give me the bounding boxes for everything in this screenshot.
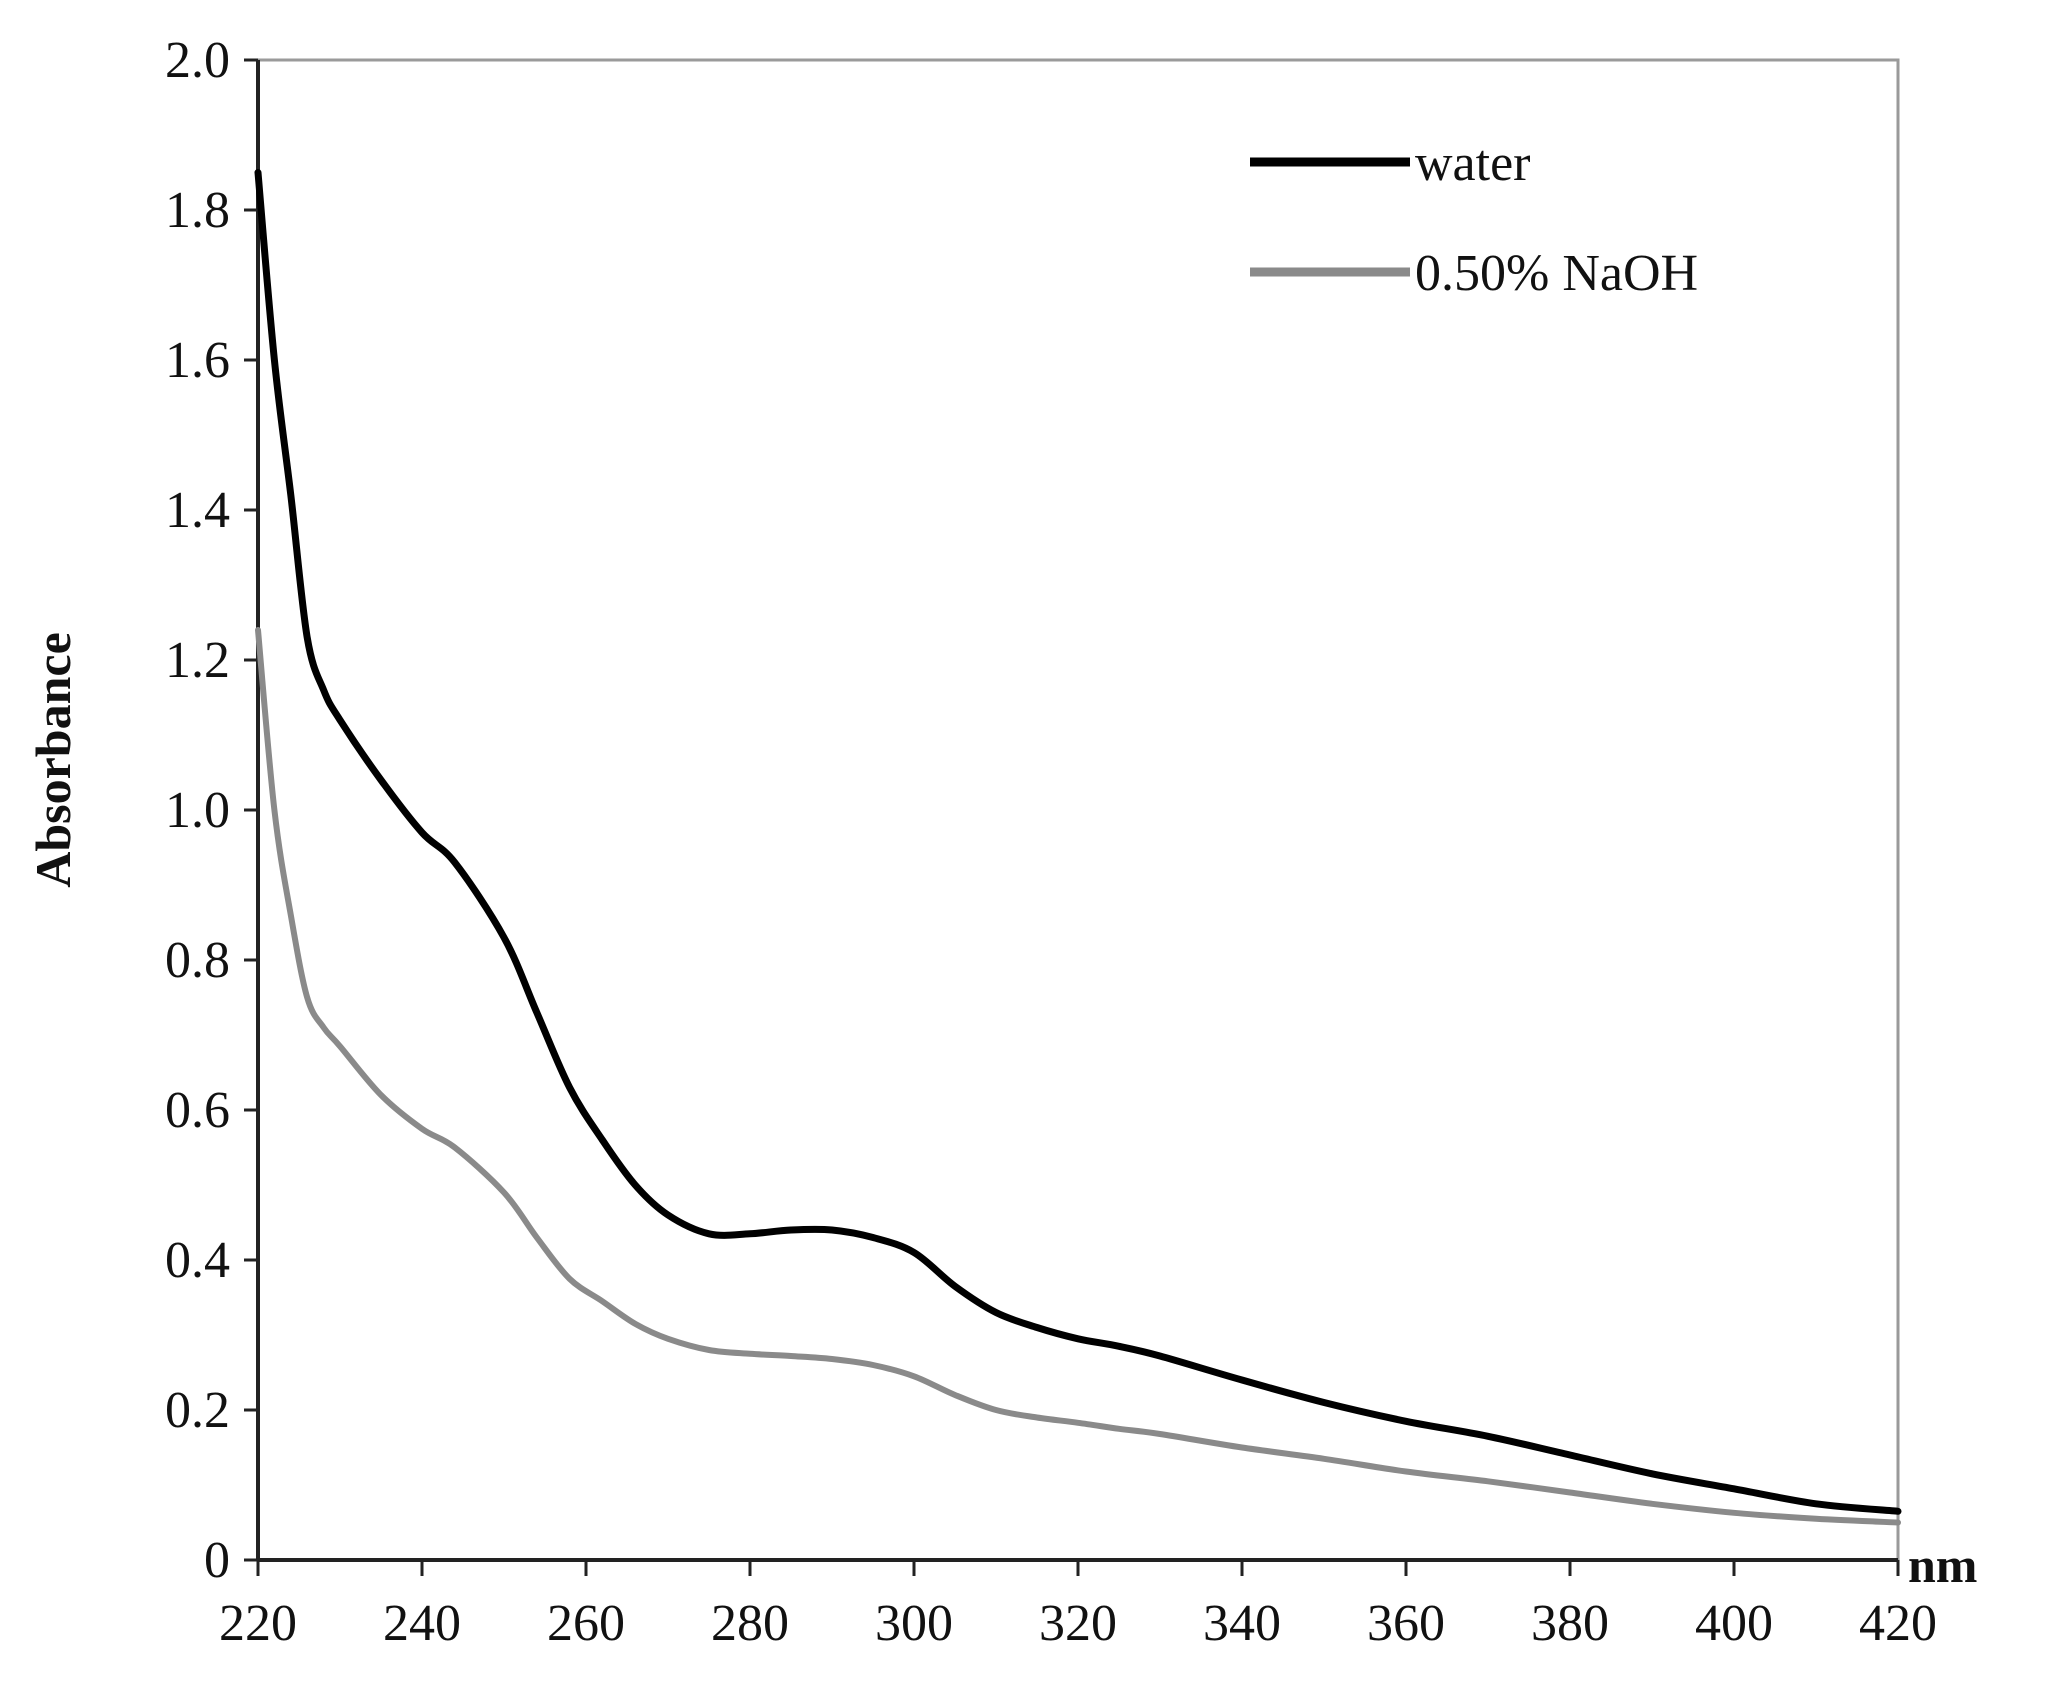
y-tick-label: 1.6 bbox=[165, 332, 230, 389]
legend-label-water: water bbox=[1415, 135, 1530, 192]
y-tick-label: 0 bbox=[204, 1532, 230, 1589]
plot-area bbox=[256, 58, 1900, 1562]
y-tick-label: 1.0 bbox=[165, 782, 230, 839]
x-tick-label: 260 bbox=[547, 1595, 625, 1652]
y-axis-title: Absorbance bbox=[25, 632, 81, 888]
x-axis-title: nm bbox=[1908, 1537, 1977, 1593]
x-tick-label: 380 bbox=[1531, 1595, 1609, 1652]
legend-label-naoh: 0.50% NaOH bbox=[1415, 245, 1698, 302]
series-line-naoh bbox=[255, 627, 1901, 1526]
x-tick-label: 240 bbox=[383, 1595, 461, 1652]
x-tick-label: 220 bbox=[219, 1595, 297, 1652]
x-tick-label: 340 bbox=[1203, 1595, 1281, 1652]
y-tick-label: 0.6 bbox=[165, 1082, 230, 1139]
x-tick-label: 320 bbox=[1039, 1595, 1117, 1652]
x-tick-label: 280 bbox=[711, 1595, 789, 1652]
x-tick-label: 400 bbox=[1695, 1595, 1773, 1652]
y-tick-label: 2.0 bbox=[165, 32, 230, 89]
y-tick-label: 1.8 bbox=[165, 182, 230, 239]
x-tick-label: 300 bbox=[875, 1595, 953, 1652]
series-lines bbox=[254, 169, 1902, 1526]
x-tick-label: 360 bbox=[1367, 1595, 1445, 1652]
x-tick-label: 420 bbox=[1859, 1595, 1937, 1652]
series-line-water bbox=[254, 169, 1902, 1515]
y-tick-label: 0.2 bbox=[165, 1382, 230, 1439]
y-tick-label: 0.8 bbox=[165, 932, 230, 989]
legend: water 0.50% NaOH bbox=[1250, 135, 1698, 302]
y-tick-label: 1.2 bbox=[165, 632, 230, 689]
y-axis-ticks: 0 0.2 0.4 0.6 0.8 1.0 1.2 1.4 1.6 1.8 2.0 bbox=[165, 32, 258, 1589]
y-tick-label: 0.4 bbox=[165, 1232, 230, 1289]
x-axis-ticks: 220 240 260 280 300 320 340 360 380 400 420 bbox=[219, 1560, 1937, 1652]
y-tick-label: 1.4 bbox=[165, 482, 230, 539]
